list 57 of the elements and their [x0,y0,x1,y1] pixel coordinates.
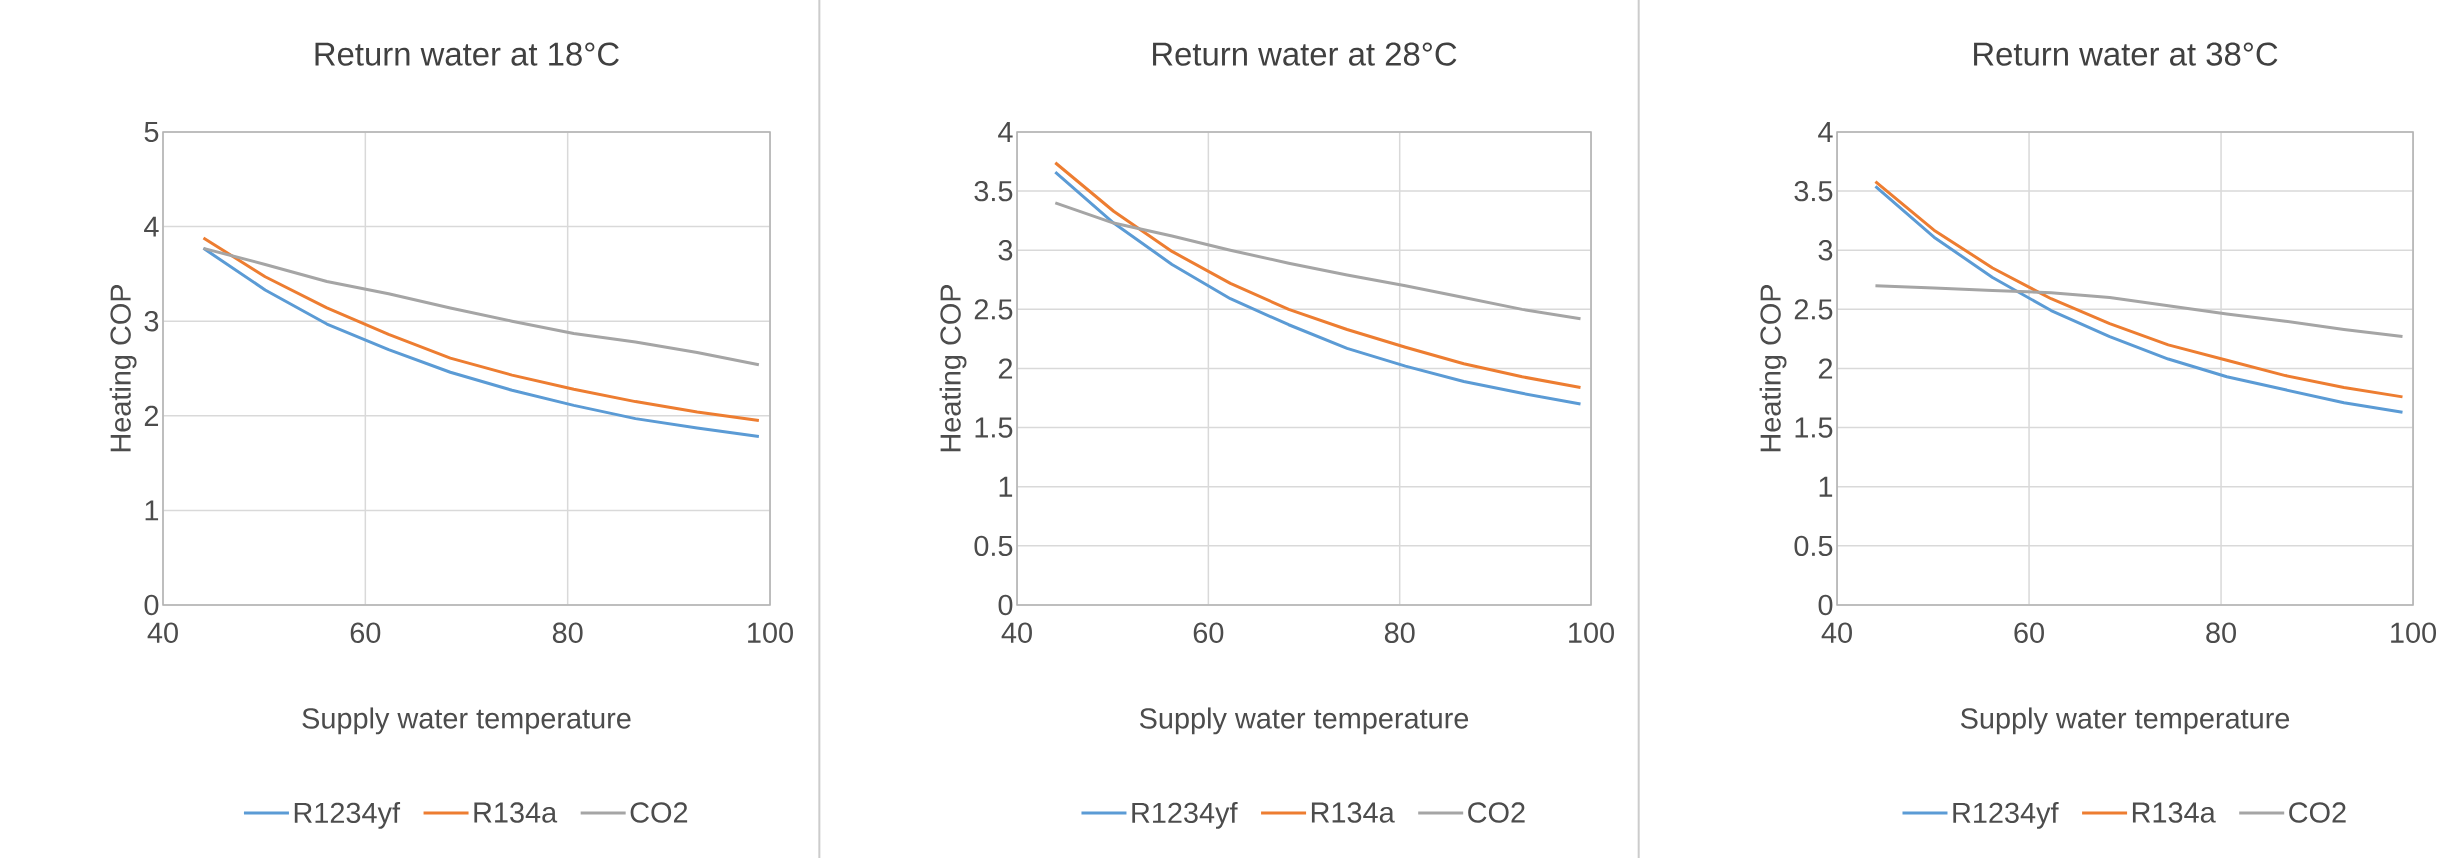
y-tick-label: 3 [1818,240,1833,261]
chart-title: Return water at 38°C [1974,42,2278,66]
y-tick-label: 0 [998,594,1013,616]
line-series [1053,201,1583,321]
legend-label: CO2 [630,802,688,823]
x-tick-label: 80 [1384,622,1415,643]
y-tick-label: 3.5 [974,180,1013,202]
y-axis-title: Heating COP [109,284,137,452]
x-tick-label: 100 [1569,622,1614,643]
y-tick-label: 1 [999,476,1013,497]
x-tick-label: 100 [2391,622,2437,643]
y-tick-label: 4 [144,216,159,237]
legend-label: R1234yf [294,801,401,829]
x-tick-label: 80 [552,622,583,643]
y-tick-label: 0 [1818,594,1833,616]
y-axis-title: Heating COP [1759,284,1787,452]
x-tick-label: 40 [1821,622,1852,643]
x-tick-label: 40 [1001,622,1032,643]
x-tick-label: 100 [748,622,793,643]
y-tick-label: 0.5 [974,535,1013,557]
x-tick-label: 60 [2014,622,2044,643]
legend-label: R134a [1311,802,1395,823]
legend-label: R134a [474,802,558,823]
y-tick-label: 4 [998,122,1013,142]
y-tick-label: 1 [1819,476,1833,497]
line-series [201,246,761,367]
y-tick-label: 5 [144,121,159,143]
y-tick-label: 1 [145,500,159,521]
y-axis-title: Heating COP [939,284,967,452]
y-tick-label: 2 [998,358,1013,379]
y-tick-label: 0 [144,594,159,616]
line-series [1873,284,2404,339]
y-tick-label: 2 [144,405,159,426]
y-tick-label: 0.5 [1794,535,1833,557]
x-axis-title: Supply water temperature [1139,707,1469,735]
legend-label: R134a [2132,802,2216,823]
y-tick-label: 2.5 [974,299,1013,320]
y-tick-label: 3.5 [1794,180,1833,202]
chart-title: Return water at 18°C [315,42,619,66]
y-tick-label: 1.5 [1795,417,1833,438]
x-tick-label: 60 [350,622,381,643]
x-tick-label: 40 [147,622,178,643]
y-tick-label: 3 [144,310,159,332]
x-axis-title: Supply water temperature [302,707,631,735]
legend-label: CO2 [2289,802,2346,823]
y-tick-label: 4 [1818,122,1833,142]
x-tick-label: 60 [1193,622,1224,643]
x-axis-title: Supply water temperature [1960,707,2290,735]
legend-label: R1234yf [1953,801,2059,829]
legend-label: R1234yf [1132,801,1238,829]
y-tick-label: 2.5 [1794,299,1833,320]
y-tick-label: 1.5 [975,417,1013,438]
x-tick-label: 80 [2206,622,2236,643]
y-tick-label: 3 [998,240,1013,261]
y-tick-label: 2 [1818,358,1833,379]
legend-label: CO2 [1468,802,1525,823]
chart-title: Return water at 28°C [1153,42,1457,66]
